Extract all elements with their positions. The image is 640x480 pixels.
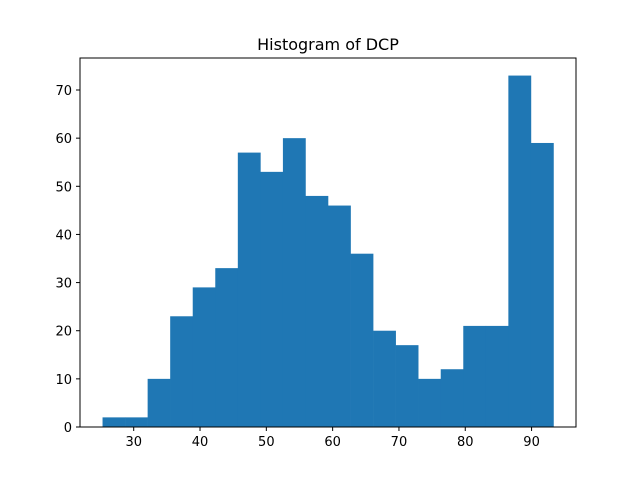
x-tick-label: 30 — [125, 435, 142, 450]
y-tick-label: 40 — [55, 228, 72, 243]
histogram-bar — [260, 171, 284, 427]
histogram-bar — [328, 205, 351, 427]
histogram-bar — [463, 325, 487, 427]
y-tick-label: 30 — [55, 277, 72, 292]
y-tick-label: 0 — [64, 421, 72, 436]
histogram-bar — [170, 316, 194, 427]
x-tick-label: 90 — [523, 435, 540, 450]
y-tick-label: 60 — [55, 132, 72, 147]
x-tick-label: 50 — [258, 435, 275, 450]
histogram-bar — [147, 378, 171, 427]
chart-title: Histogram of DCP — [257, 35, 399, 54]
histogram-bar — [102, 417, 126, 427]
x-tick-label: 80 — [457, 435, 474, 450]
histogram-bar — [237, 152, 261, 427]
y-tick-label: 10 — [55, 373, 72, 388]
histogram-bar — [485, 325, 509, 427]
plot-frame — [79, 57, 577, 428]
histogram-bar — [395, 345, 419, 427]
histogram-bar — [530, 142, 554, 427]
histogram-bar — [192, 287, 216, 427]
y-tick-label: 50 — [55, 180, 72, 195]
histogram-bar — [305, 195, 329, 427]
histogram-bar — [440, 369, 464, 427]
histogram-bar — [215, 268, 239, 427]
bars-group — [102, 75, 554, 428]
histogram-bar — [282, 138, 306, 427]
y-tick-label: 70 — [55, 84, 72, 99]
x-tick-label: 60 — [324, 435, 341, 450]
histogram-bar — [350, 253, 374, 427]
y-tick-label: 20 — [55, 325, 72, 340]
histogram-bar — [125, 417, 148, 427]
histogram-bar — [373, 330, 396, 427]
histogram-bar — [508, 75, 532, 428]
axes-group: 30 40 50 60 70 80 90 0 10 20 30 40 50 60 70 — [55, 57, 577, 450]
x-tick-label: 40 — [192, 435, 209, 450]
histogram-bar — [418, 378, 442, 427]
x-tick-label: 70 — [391, 435, 408, 450]
